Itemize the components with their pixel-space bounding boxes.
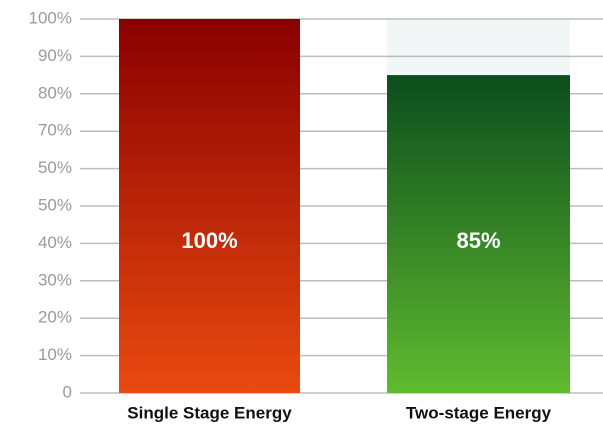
value-label: 85% [456, 228, 500, 253]
y-tick-label: 90% [38, 46, 72, 65]
y-tick-label: 50% [38, 158, 72, 177]
y-tick-label: 50% [38, 195, 72, 214]
y-tick-label: 0 [63, 382, 72, 401]
value-label: 100% [181, 228, 237, 253]
y-tick-label: 80% [38, 83, 72, 102]
y-tick-label: 100% [29, 8, 72, 27]
y-tick-label: 10% [38, 345, 72, 364]
y-tick-label: 40% [38, 233, 72, 252]
bar [387, 75, 570, 393]
y-tick-label: 20% [38, 308, 72, 327]
y-tick-label: 70% [38, 121, 72, 140]
y-tick-label: 30% [38, 270, 72, 289]
bar [119, 19, 300, 393]
x-tick-label: Two-stage Energy [406, 403, 552, 422]
x-tick-label: Single Stage Energy [127, 403, 292, 422]
